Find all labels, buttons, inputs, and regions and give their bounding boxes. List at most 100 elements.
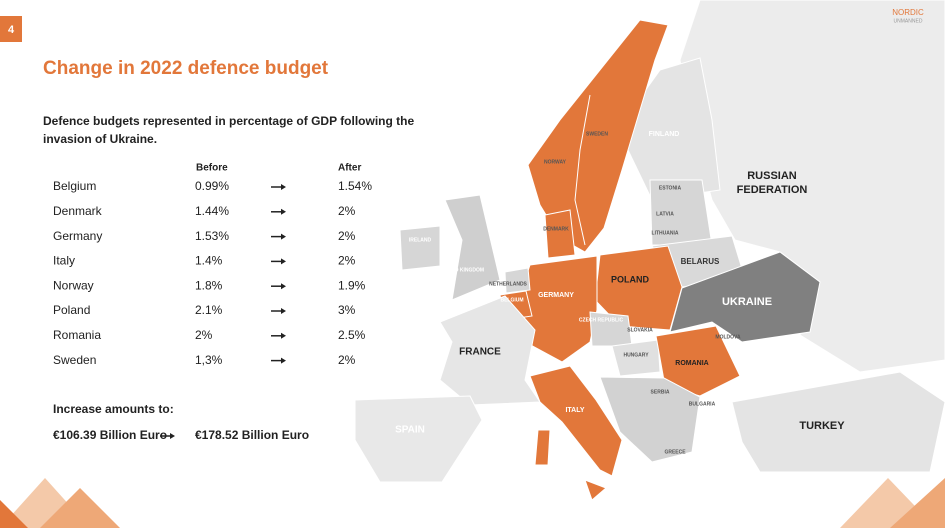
increase-after: €178.52 Billion Euro xyxy=(195,428,309,442)
country: Romania xyxy=(53,328,101,342)
map-label: GERMANY xyxy=(538,292,574,299)
map-label: NORWAY xyxy=(544,159,567,165)
subtitle: invasion of Ukraine. xyxy=(43,132,157,146)
map-label: SPAIN xyxy=(395,425,425,436)
arrow xyxy=(271,258,286,265)
country: Belgium xyxy=(53,179,96,193)
before-value: 1.8% xyxy=(195,278,223,292)
title: Change in 2022 defence budget xyxy=(43,58,329,79)
map-label: SLOVAKIA xyxy=(627,327,653,333)
arrow xyxy=(271,283,286,290)
map: NORWAY SWEDEN FINLAND RUSSIAN FEDERATION… xyxy=(354,0,945,501)
map-label: SERBIA xyxy=(651,389,670,395)
sicily xyxy=(584,479,607,501)
arrow xyxy=(271,184,286,190)
arrow-head xyxy=(281,332,286,339)
after-value: 2% xyxy=(338,229,356,243)
ireland xyxy=(399,225,441,271)
arrow-head xyxy=(281,233,286,240)
country: Poland xyxy=(53,303,90,317)
map-label: ESTONIA xyxy=(659,185,682,191)
map-label: SWEDEN xyxy=(586,131,608,137)
after-value: 2% xyxy=(338,254,356,268)
map-label: CZECH REPUBLIC xyxy=(579,317,624,323)
map-label: LATVIA xyxy=(656,211,674,217)
before-value: 1.53% xyxy=(195,229,229,243)
map-label: POLAND xyxy=(611,274,650,284)
after-value: 1.54% xyxy=(338,179,372,193)
country: Norway xyxy=(53,278,94,292)
map-label: MOLDOVA xyxy=(715,334,741,340)
country: Italy xyxy=(53,254,75,268)
before-value: 2.1% xyxy=(195,303,223,317)
after-value: 1.9% xyxy=(338,278,366,292)
map-label: GREECE xyxy=(664,449,686,455)
map-label: FINLAND xyxy=(649,131,680,138)
table: Belgium 0.99% 1.54% Denmark 1.44% 2% Germany 1.… xyxy=(53,179,372,367)
italy xyxy=(529,365,623,477)
logo: NORDIC xyxy=(892,8,924,17)
map-label: UKRAINE xyxy=(722,296,772,308)
page-badge xyxy=(0,16,22,42)
turkey xyxy=(731,371,945,473)
map-label: NETHERLANDS xyxy=(489,281,527,287)
country: Sweden xyxy=(53,353,96,367)
map-label: UNITED KINGDOM xyxy=(440,267,484,273)
before-value: 0.99% xyxy=(195,179,229,193)
map-label: ITALY xyxy=(565,407,584,414)
map-label: BELARUS xyxy=(681,257,720,266)
arrow xyxy=(271,208,286,215)
map-label: HUNGARY xyxy=(623,352,649,358)
finland xyxy=(627,57,721,201)
after-value: 2% xyxy=(338,204,356,218)
arrow-head xyxy=(281,283,286,290)
spain xyxy=(354,395,483,483)
border xyxy=(574,94,591,246)
arrow-head xyxy=(281,184,286,190)
hungary xyxy=(611,339,661,377)
page-number: 4 xyxy=(8,24,15,36)
logo: UNMANNED xyxy=(894,18,923,24)
map-label: ROMANIA xyxy=(675,360,708,367)
map-label: FRANCE xyxy=(459,347,501,358)
arrow xyxy=(271,233,286,240)
before-value: 1.44% xyxy=(195,204,229,218)
decoration xyxy=(0,500,28,528)
after-value: 2.5% xyxy=(338,328,366,342)
map-label: LITHUANIA xyxy=(652,230,679,236)
after-value: 2% xyxy=(338,353,356,367)
map-label: RUSSIAN xyxy=(747,170,797,182)
arrow xyxy=(271,357,286,364)
map-label: BULGARIA xyxy=(689,401,716,407)
column-header: After xyxy=(338,163,361,174)
after-value: 3% xyxy=(338,303,356,317)
map-label: BELGIUM xyxy=(500,297,523,303)
denmark xyxy=(544,209,576,259)
subtitle: Defence budgets represented in percentag… xyxy=(43,114,415,128)
map-label: DENMARK xyxy=(543,226,569,232)
arrow-head xyxy=(281,258,286,265)
arrow-head xyxy=(281,308,286,314)
ukraine xyxy=(669,251,821,343)
decoration xyxy=(40,488,120,528)
before-value: 1,3% xyxy=(195,353,223,367)
before-value: 2% xyxy=(195,328,213,342)
increase-label: Increase amounts to: xyxy=(53,402,174,416)
netherlands xyxy=(504,267,531,294)
map-label: IRELAND xyxy=(409,237,432,243)
balkans xyxy=(599,376,701,463)
country: Denmark xyxy=(53,204,103,218)
arrow-head xyxy=(281,208,286,215)
arrow xyxy=(160,433,175,439)
map-label: FEDERATION xyxy=(737,184,808,196)
arrow xyxy=(271,308,286,314)
increase-before: €106.39 Billion Euro xyxy=(53,428,167,442)
before-value: 1.4% xyxy=(195,254,223,268)
arrow-head xyxy=(281,357,286,364)
country: Germany xyxy=(53,229,102,243)
map-label: TURKEY xyxy=(799,420,845,432)
column-header: Before xyxy=(196,163,228,174)
uk xyxy=(444,194,501,301)
decoration xyxy=(890,478,945,528)
